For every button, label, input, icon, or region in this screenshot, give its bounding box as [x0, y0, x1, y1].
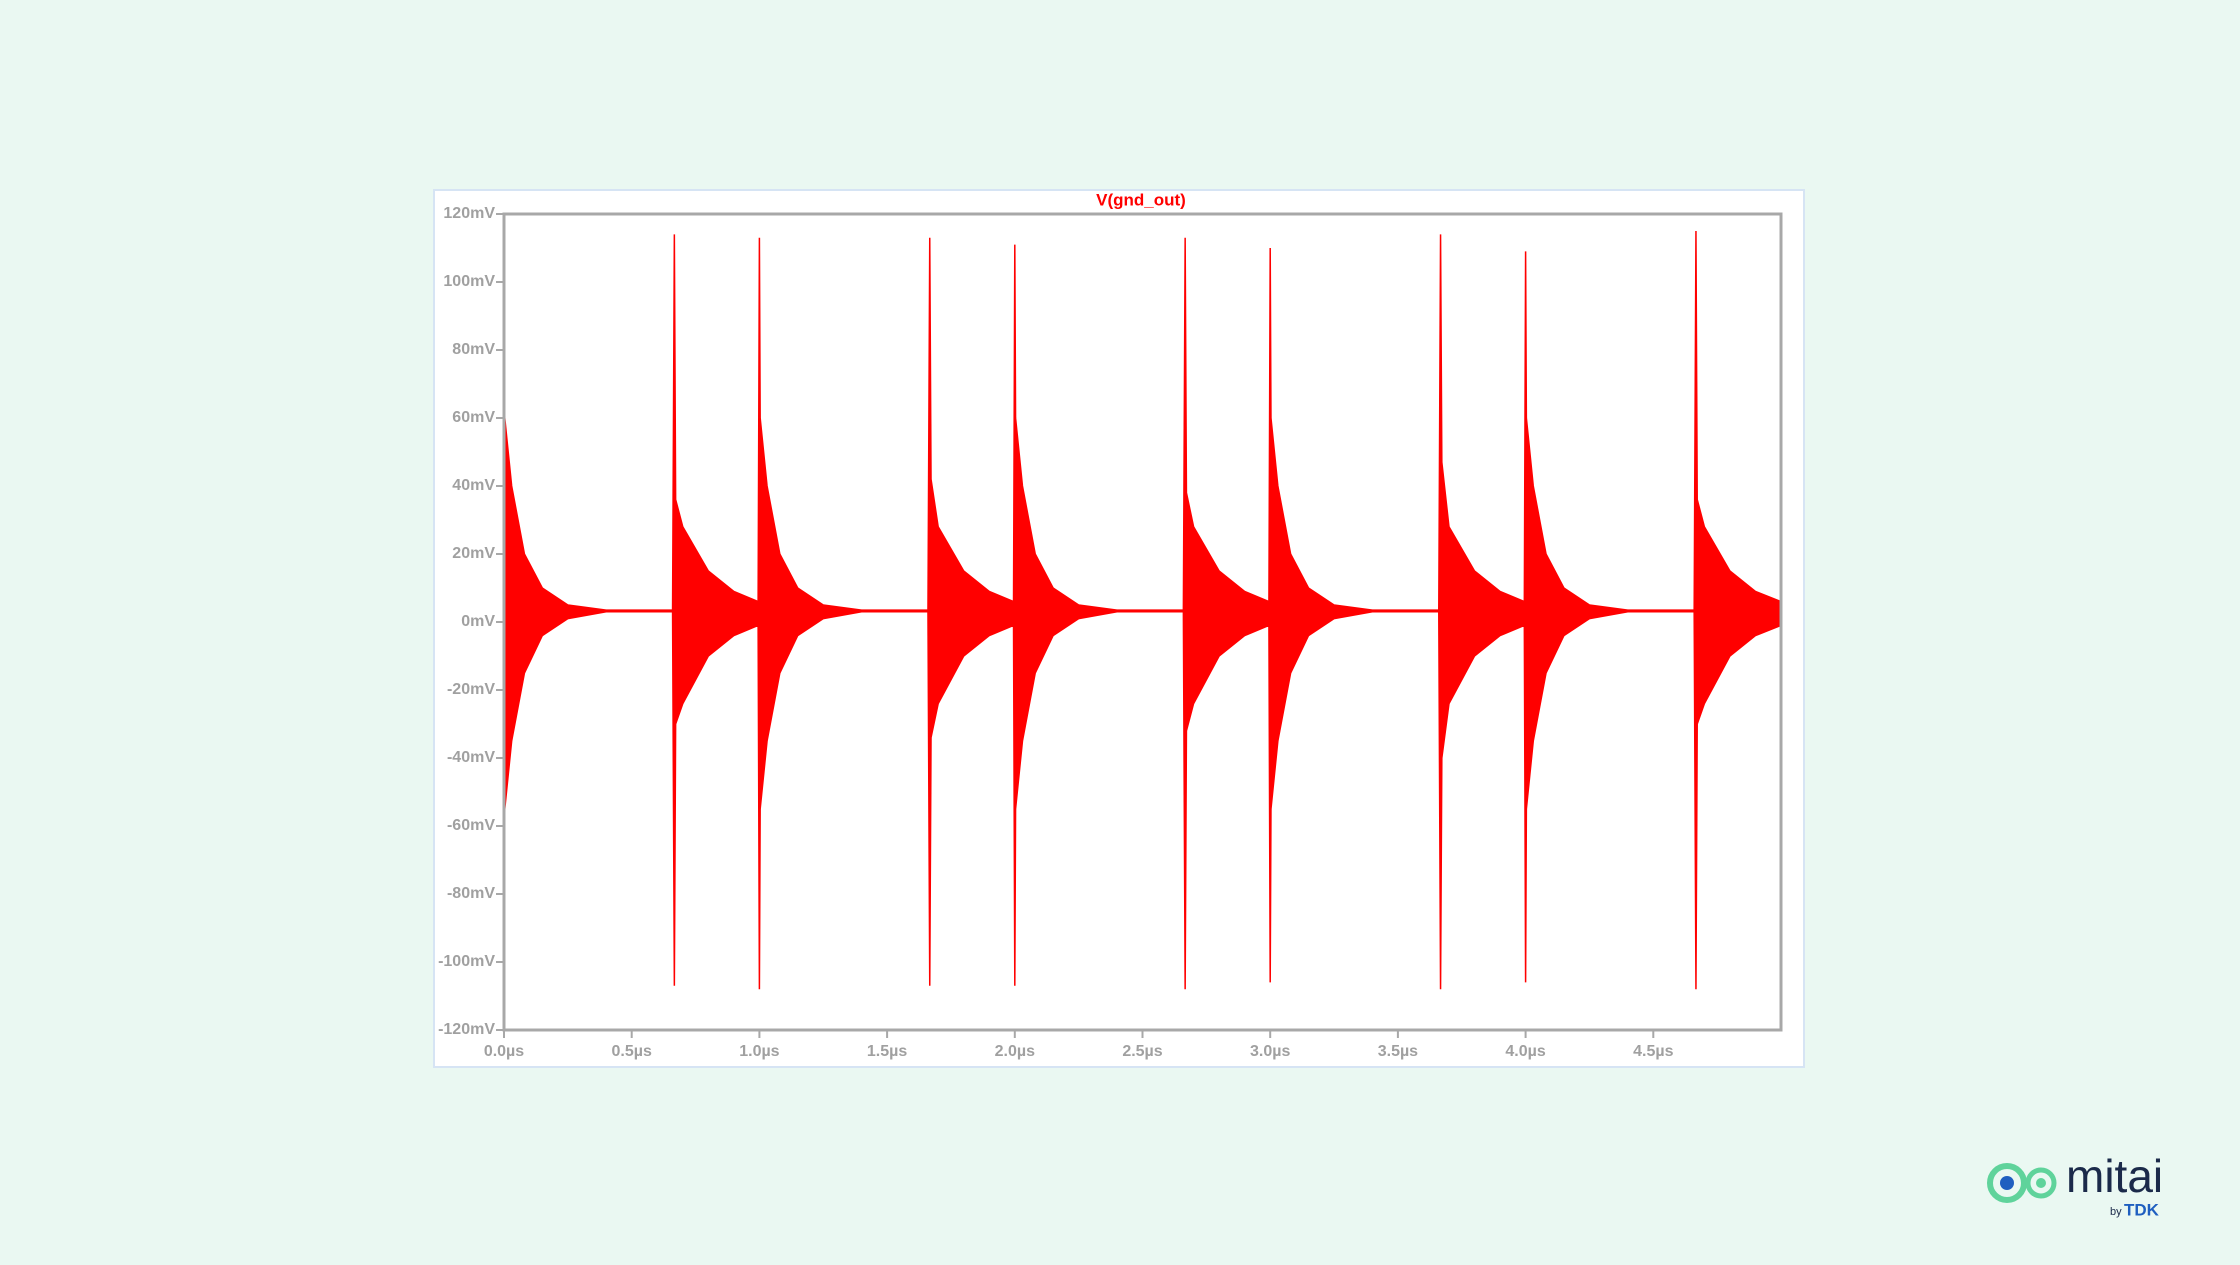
chart-title: V(gnd_out) — [1096, 190, 1186, 209]
plot-panel — [433, 189, 1805, 1068]
x-tick-label: 4.5µs — [1633, 1043, 1673, 1060]
y-tick-label: -120mV — [438, 1021, 495, 1038]
y-tick-label: -40mV — [447, 749, 495, 766]
logo-by: by — [2110, 1206, 2122, 1218]
y-tick-label: -100mV — [438, 953, 495, 970]
logo-name: mitai — [2066, 1150, 2163, 1202]
x-tick-label: 3.0µs — [1250, 1043, 1290, 1060]
logo-dot — [2036, 1178, 2046, 1188]
logo-brand: TDK — [2124, 1200, 2160, 1219]
y-tick-label: -80mV — [447, 885, 495, 902]
logo-dot — [2000, 1176, 2014, 1190]
y-tick-label: -60mV — [447, 817, 495, 834]
y-tick-label: 40mV — [452, 477, 495, 494]
logo: mitai by TDK — [1987, 1150, 2163, 1219]
y-tick-label: 60mV — [452, 409, 495, 426]
x-tick-label: 0.5µs — [612, 1043, 652, 1060]
y-tick-label: 20mV — [452, 545, 495, 562]
x-tick-label: 1.0µs — [739, 1043, 779, 1060]
y-tick-label: 100mV — [443, 273, 495, 290]
y-tick-label: 120mV — [443, 205, 495, 222]
y-tick-label: 0mV — [461, 613, 495, 630]
logo-ring — [2025, 1167, 2057, 1199]
x-tick-label: 3.5µs — [1378, 1043, 1418, 1060]
x-tick-label: 2.0µs — [995, 1043, 1035, 1060]
x-tick-label: 4.0µs — [1505, 1043, 1545, 1060]
x-tick-label: 2.5µs — [1122, 1043, 1162, 1060]
x-tick-label: 0.0µs — [484, 1043, 524, 1060]
logo-ring — [1987, 1163, 2027, 1203]
y-tick-label: -20mV — [447, 681, 495, 698]
x-tick-label: 1.5µs — [867, 1043, 907, 1060]
y-tick-label: 80mV — [452, 341, 495, 358]
